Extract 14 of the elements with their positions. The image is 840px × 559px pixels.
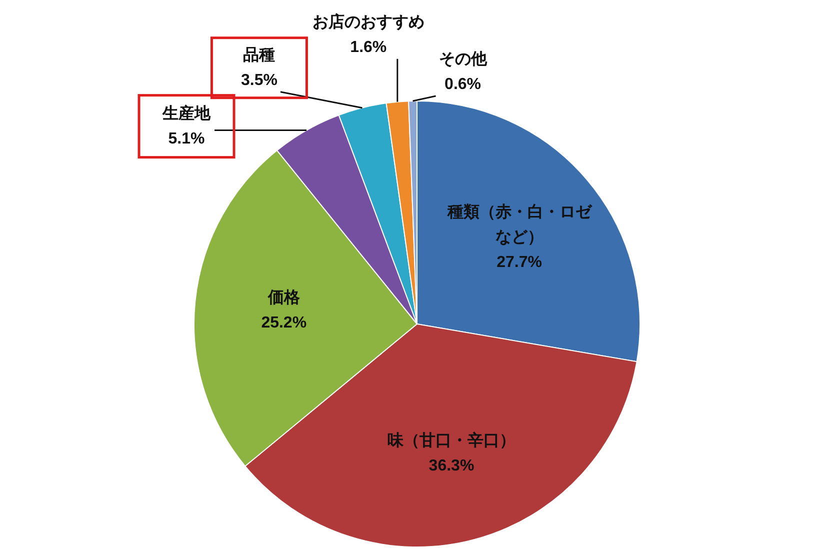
slice-label: 種類（赤・白・ロゼなど） — [446, 203, 592, 246]
data-label: 27.7% — [496, 254, 542, 272]
slice-label: 品種 — [243, 46, 276, 64]
data-label: 1.6% — [350, 38, 387, 56]
data-label: 25.2% — [261, 314, 307, 332]
slice-label: その他 — [438, 50, 488, 68]
data-label: 36.3% — [428, 457, 474, 474]
data-label: 5.1% — [168, 130, 205, 148]
slice-label: お店のおすすめ — [312, 12, 424, 31]
slice-label: 味（甘口・辛口） — [387, 431, 516, 450]
data-label: 0.6% — [444, 76, 482, 94]
slice-label: 生産地 — [162, 103, 212, 122]
slice-label: 価格 — [266, 288, 301, 307]
data-label: 3.5% — [240, 72, 278, 89]
